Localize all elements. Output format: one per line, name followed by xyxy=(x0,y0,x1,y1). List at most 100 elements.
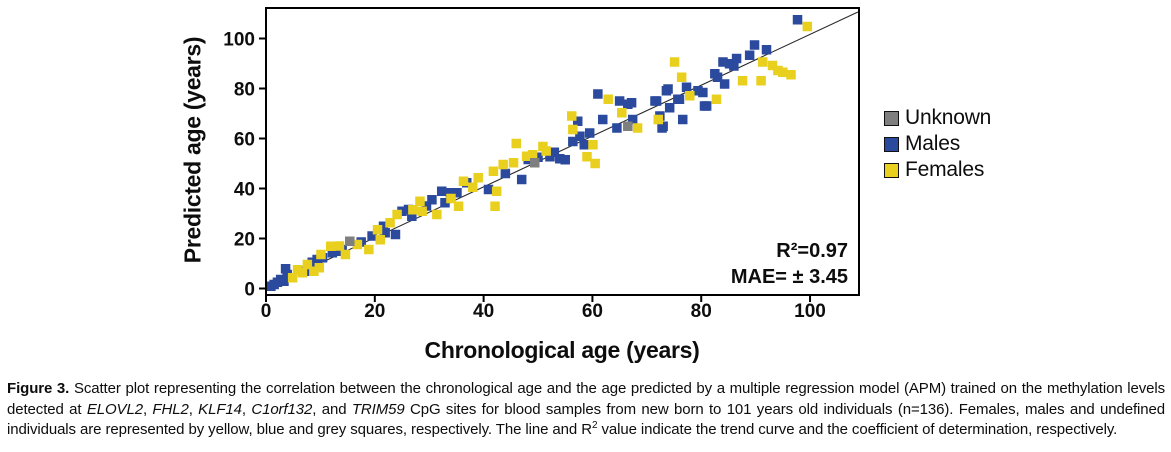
data-point-males xyxy=(729,61,739,71)
data-point-females xyxy=(417,206,427,216)
caption-segment: FHL2 xyxy=(152,400,189,418)
x-tick-label: 0 xyxy=(261,301,272,322)
data-point-females xyxy=(292,265,303,275)
data-point-females xyxy=(527,150,538,160)
data-point-females xyxy=(488,166,499,176)
data-point-males xyxy=(378,221,389,231)
x-tick-label: 80 xyxy=(691,301,712,322)
data-point-females xyxy=(603,94,613,104)
data-point-females xyxy=(590,158,600,169)
data-point-males xyxy=(549,147,560,157)
data-point-unknown xyxy=(345,236,355,246)
data-point-males xyxy=(483,184,494,195)
data-point-males xyxy=(749,40,760,50)
data-point-females xyxy=(490,201,500,211)
data-point-males xyxy=(427,195,437,205)
data-point-males xyxy=(681,82,692,92)
data-point-females xyxy=(778,67,788,77)
data-point-unknown xyxy=(623,121,633,131)
data-point-females xyxy=(756,76,766,86)
legend-swatch-unknown xyxy=(884,110,899,126)
data-point-females xyxy=(653,114,664,125)
data-point-males xyxy=(792,15,803,25)
data-point-females xyxy=(541,146,551,156)
data-point-females xyxy=(802,21,813,32)
y-axis-label: Predicted age (years) xyxy=(179,36,206,264)
r-squared-annotation: R²=0.97 xyxy=(776,240,848,262)
data-point-males xyxy=(307,257,317,267)
legend-swatch-females xyxy=(884,162,899,178)
data-point-females xyxy=(287,273,298,283)
caption-segment: 2 xyxy=(591,420,598,431)
caption-segment: , xyxy=(241,400,252,418)
data-point-females xyxy=(669,57,680,67)
data-point-males xyxy=(533,152,543,162)
data-point-males xyxy=(701,101,712,111)
data-point-females xyxy=(340,249,351,260)
data-point-females xyxy=(415,196,425,206)
data-point-males xyxy=(421,201,432,211)
caption-segment: Scatter plot representing the correlatio… xyxy=(7,380,1166,418)
data-point-males xyxy=(436,186,447,196)
data-point-males xyxy=(367,231,377,241)
data-point-females xyxy=(314,263,325,273)
data-point-females xyxy=(737,76,748,86)
data-point-females xyxy=(453,201,464,211)
data-point-females xyxy=(364,244,374,255)
legend-label-males: Males xyxy=(905,132,961,155)
data-point-females xyxy=(334,241,345,251)
data-point-males xyxy=(627,114,638,125)
x-axis-label: Chronological age (years) xyxy=(424,337,700,363)
data-point-males xyxy=(744,50,755,60)
data-point-males xyxy=(279,276,289,286)
data-point-females xyxy=(392,209,402,220)
data-point-males xyxy=(407,211,417,221)
y-tick-label: 40 xyxy=(234,180,255,201)
data-point-females xyxy=(685,91,695,101)
data-point-females xyxy=(566,111,577,121)
data-point-males xyxy=(718,57,728,67)
figure-caption: Figure 3. Scatter plot representing the … xyxy=(7,379,1165,441)
data-point-males xyxy=(516,174,527,185)
data-point-females xyxy=(325,241,336,251)
data-point-males xyxy=(500,168,511,179)
data-point-males xyxy=(397,206,407,216)
legend-item-males: Males xyxy=(884,131,991,157)
caption-segment: value indicate the trend curve and the c… xyxy=(597,421,1118,438)
data-point-females xyxy=(316,249,326,260)
legend-label-unknown: Unknown xyxy=(905,106,992,129)
data-point-males xyxy=(380,228,390,238)
data-point-males xyxy=(575,131,585,141)
data-point-males xyxy=(332,246,343,256)
legend-item-females: Females xyxy=(884,157,991,183)
data-point-males xyxy=(572,116,583,126)
data-point-females xyxy=(508,158,519,168)
data-point-males xyxy=(731,53,742,64)
data-point-females xyxy=(786,70,796,80)
data-point-males xyxy=(698,87,708,98)
stats-annotation: R²=0.97 MAE= ± 3.45 xyxy=(731,238,848,290)
y-tick-label: 80 xyxy=(234,80,255,101)
data-point-females xyxy=(773,65,783,76)
legend-item-unknown: Unknown xyxy=(884,105,991,131)
data-point-females xyxy=(521,151,532,161)
caption-segment: CpG sites for blood samples from new bor… xyxy=(7,400,1165,439)
data-point-males xyxy=(280,264,291,274)
caption-segment: KLF14 xyxy=(198,400,242,418)
caption-segment: ELOVL2 xyxy=(86,400,143,418)
data-point-males xyxy=(712,72,723,82)
data-point-females xyxy=(385,218,395,228)
data-point-males xyxy=(584,128,595,138)
data-point-females xyxy=(511,138,522,149)
data-point-males xyxy=(674,94,685,104)
data-point-males xyxy=(663,84,673,94)
x-tick-label: 60 xyxy=(582,301,603,322)
y-tick-label: 100 xyxy=(223,30,255,51)
data-point-females xyxy=(432,209,442,220)
data-point-males xyxy=(282,269,292,280)
data-point-females xyxy=(408,205,418,215)
data-point-females xyxy=(617,108,627,118)
data-point-females xyxy=(375,235,385,245)
x-tick-label: 100 xyxy=(794,301,826,322)
